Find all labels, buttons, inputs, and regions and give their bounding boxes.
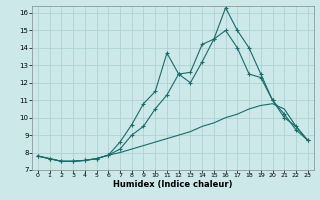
X-axis label: Humidex (Indice chaleur): Humidex (Indice chaleur) — [113, 180, 233, 189]
